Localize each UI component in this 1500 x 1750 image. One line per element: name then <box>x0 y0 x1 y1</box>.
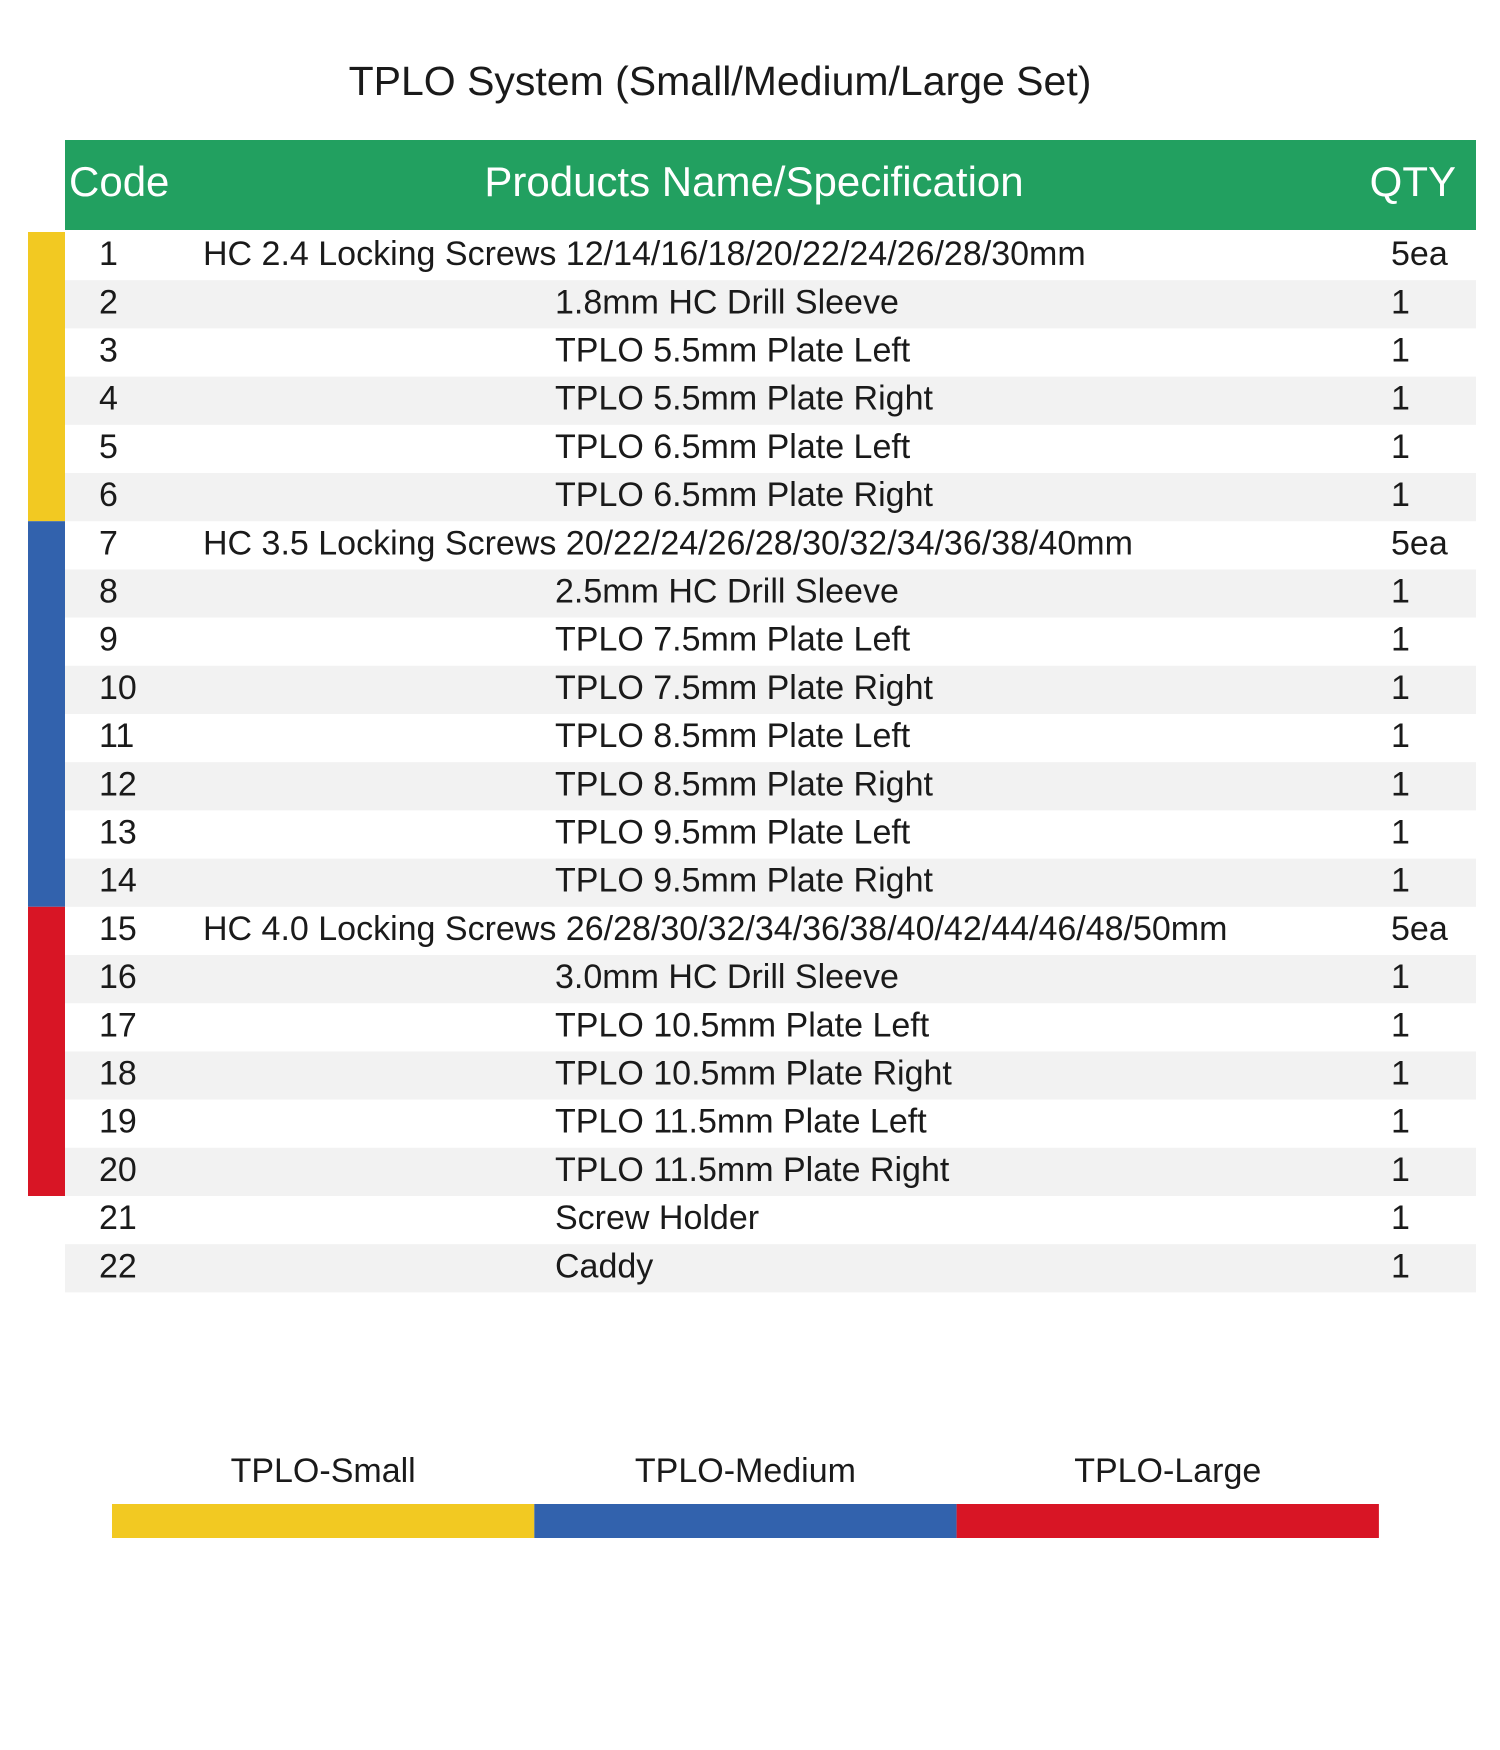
row-qty: 1 <box>1391 958 1410 996</box>
row-qty: 1 <box>1391 813 1410 851</box>
group-bar <box>28 232 65 522</box>
row-stripe <box>65 473 1476 522</box>
row-name: TPLO 11.5mm Plate Right <box>555 1151 950 1189</box>
row-qty: 1 <box>1391 380 1410 418</box>
row-name: TPLO 9.5mm Plate Left <box>555 813 911 851</box>
row-stripe <box>65 665 1476 714</box>
row-name: TPLO 6.5mm Plate Left <box>555 428 911 466</box>
row-code: 10 <box>99 669 137 707</box>
row-code: 8 <box>99 572 118 610</box>
row-code: 12 <box>99 765 137 803</box>
legend-label: TPLO-Large <box>1074 1452 1261 1490</box>
row-code: 21 <box>99 1199 137 1237</box>
row-qty: 5ea <box>1391 524 1448 562</box>
row-code: 17 <box>99 1006 137 1044</box>
row-qty: 1 <box>1391 621 1410 659</box>
row-name: TPLO 9.5mm Plate Right <box>555 862 933 900</box>
legend-bar <box>956 1504 1379 1538</box>
row-name: Screw Holder <box>555 1199 759 1237</box>
row-qty: 5ea <box>1391 235 1448 273</box>
row-stripe <box>65 1051 1476 1100</box>
row-qty: 1 <box>1391 283 1410 321</box>
header-qty: QTY <box>1370 158 1456 205</box>
row-name: TPLO 10.5mm Plate Left <box>555 1006 930 1044</box>
row-code: 16 <box>99 958 137 996</box>
row-code: 14 <box>99 862 137 900</box>
row-code: 20 <box>99 1151 137 1189</box>
row-qty: 1 <box>1391 1054 1410 1092</box>
title: TPLO System (Small/Medium/Large Set) <box>349 58 1092 104</box>
row-qty: 1 <box>1391 428 1410 466</box>
row-code: 2 <box>99 283 118 321</box>
row-name: 2.5mm HC Drill Sleeve <box>555 572 899 610</box>
row-name: HC 2.4 Locking Screws 12/14/16/18/20/22/… <box>203 235 1086 273</box>
row-name: HC 3.5 Locking Screws 20/22/24/26/28/30/… <box>203 524 1133 562</box>
row-stripe <box>65 1244 1476 1293</box>
legend-label: TPLO-Small <box>231 1452 416 1490</box>
row-qty: 1 <box>1391 862 1410 900</box>
row-code: 4 <box>99 380 118 418</box>
row-code: 13 <box>99 813 137 851</box>
row-code: 15 <box>99 910 137 948</box>
row-qty: 1 <box>1391 331 1410 369</box>
row-stripe <box>65 569 1476 618</box>
row-stripe <box>65 280 1476 329</box>
row-stripe <box>65 1147 1476 1196</box>
row-name: TPLO 10.5mm Plate Right <box>555 1054 952 1092</box>
row-name: TPLO 7.5mm Plate Right <box>555 669 933 707</box>
row-stripe <box>65 376 1476 425</box>
row-code: 3 <box>99 331 118 369</box>
row-name: Caddy <box>555 1247 653 1285</box>
row-name: TPLO 8.5mm Plate Right <box>555 765 933 803</box>
row-code: 9 <box>99 621 118 659</box>
row-name: TPLO 11.5mm Plate Left <box>555 1103 927 1141</box>
row-name: 3.0mm HC Drill Sleeve <box>555 958 899 996</box>
row-qty: 1 <box>1391 1199 1410 1237</box>
row-qty: 1 <box>1391 717 1410 755</box>
row-name: HC 4.0 Locking Screws 26/28/30/32/34/36/… <box>203 910 1227 948</box>
row-qty: 1 <box>1391 476 1410 514</box>
row-qty: 1 <box>1391 1247 1410 1285</box>
header-code: Code <box>69 158 169 205</box>
row-name: TPLO 7.5mm Plate Left <box>555 621 911 659</box>
row-qty: 1 <box>1391 1006 1410 1044</box>
row-qty: 1 <box>1391 669 1410 707</box>
group-bar <box>28 906 65 1196</box>
row-name: TPLO 8.5mm Plate Left <box>555 717 911 755</box>
row-name: TPLO 5.5mm Plate Left <box>555 331 911 369</box>
row-qty: 1 <box>1391 765 1410 803</box>
group-bar <box>28 521 65 907</box>
row-code: 6 <box>99 476 118 514</box>
legend-label: TPLO-Medium <box>635 1452 856 1490</box>
row-name: TPLO 5.5mm Plate Right <box>555 380 933 418</box>
row-code: 11 <box>99 717 134 755</box>
row-name: 1.8mm HC Drill Sleeve <box>555 283 899 321</box>
row-qty: 5ea <box>1391 910 1448 948</box>
row-code: 18 <box>99 1054 137 1092</box>
row-code: 7 <box>99 524 118 562</box>
row-qty: 1 <box>1391 1103 1410 1141</box>
row-qty: 1 <box>1391 572 1410 610</box>
row-qty: 1 <box>1391 1151 1410 1189</box>
header-bar <box>65 140 1476 230</box>
row-stripe <box>65 955 1476 1004</box>
legend-bar <box>534 1504 957 1538</box>
legend-bar <box>112 1504 535 1538</box>
row-stripe <box>65 762 1476 811</box>
row-code: 5 <box>99 428 118 466</box>
row-code: 22 <box>99 1247 137 1285</box>
row-code: 1 <box>99 235 118 273</box>
row-code: 19 <box>99 1103 137 1141</box>
header-name: Products Name/Specification <box>484 158 1023 205</box>
row-stripe <box>65 858 1476 907</box>
row-name: TPLO 6.5mm Plate Right <box>555 476 933 514</box>
